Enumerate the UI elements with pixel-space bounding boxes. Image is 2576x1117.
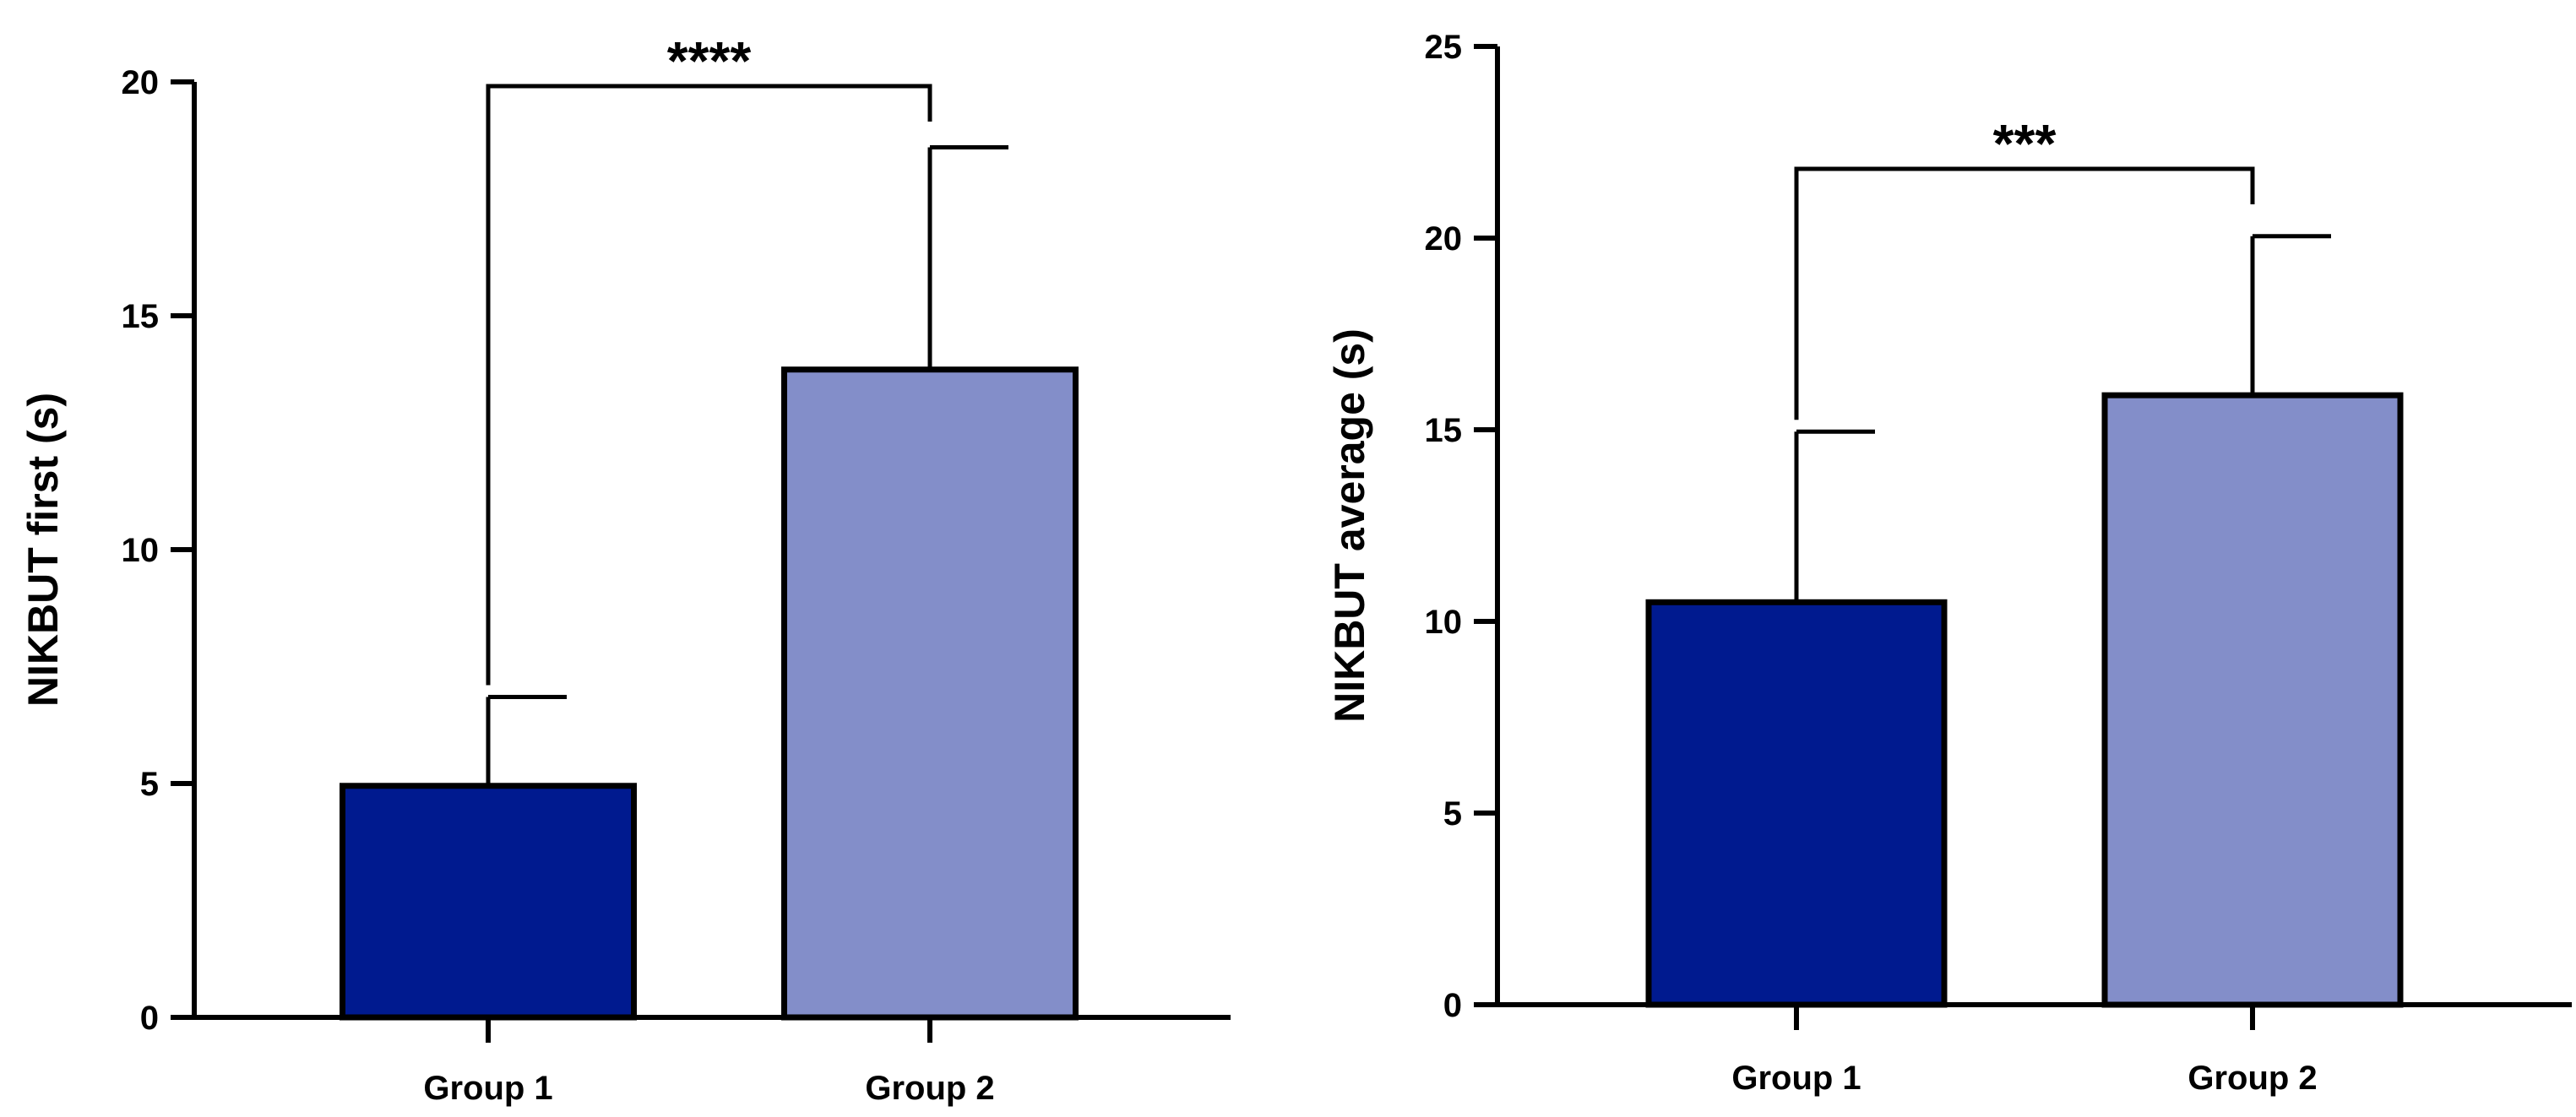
y-tick-label: 10 bbox=[122, 532, 160, 569]
bar-group-1 bbox=[340, 783, 637, 1021]
significance-bracket bbox=[1794, 166, 2255, 420]
y-tick-label: 25 bbox=[1425, 29, 1463, 66]
y-tick-label: 15 bbox=[1425, 412, 1463, 449]
significance-bracket bbox=[486, 84, 932, 686]
bar-group-2 bbox=[2101, 392, 2404, 1008]
x-tick-label: Group 2 bbox=[2187, 1060, 2317, 1097]
y-axis-title: NIKBUT first (s) bbox=[19, 393, 67, 707]
x-tick-label: Group 2 bbox=[865, 1070, 994, 1107]
y-tick-label: 0 bbox=[140, 1000, 159, 1037]
y-tick-label: 15 bbox=[122, 298, 160, 335]
y-axis-title: NIKBUT average (s) bbox=[1326, 328, 1373, 723]
bar-group-1 bbox=[1645, 599, 1948, 1008]
x-tick-label: Group 1 bbox=[423, 1070, 552, 1107]
chart-1: 0 5 10 15 20 NIKBUT first (s) Group 1 Group 2 **… bbox=[19, 30, 1231, 1107]
y-tick-label: 0 bbox=[1443, 987, 1462, 1024]
y-tick-label: 5 bbox=[140, 766, 159, 803]
y-tick-label: 20 bbox=[122, 64, 160, 101]
significance-label: **** bbox=[667, 30, 752, 91]
y-tick-label: 20 bbox=[1425, 220, 1463, 258]
x-tick-label: Group 1 bbox=[1731, 1060, 1861, 1097]
significance-label: *** bbox=[1993, 113, 2057, 174]
chart-2: 0 5 10 15 20 25 NIKBUT average (s) Group 1 Group… bbox=[1326, 29, 2572, 1097]
bar-group-2 bbox=[781, 366, 1079, 1021]
y-tick-label: 5 bbox=[1443, 795, 1462, 832]
y-tick-label: 10 bbox=[1425, 604, 1463, 641]
